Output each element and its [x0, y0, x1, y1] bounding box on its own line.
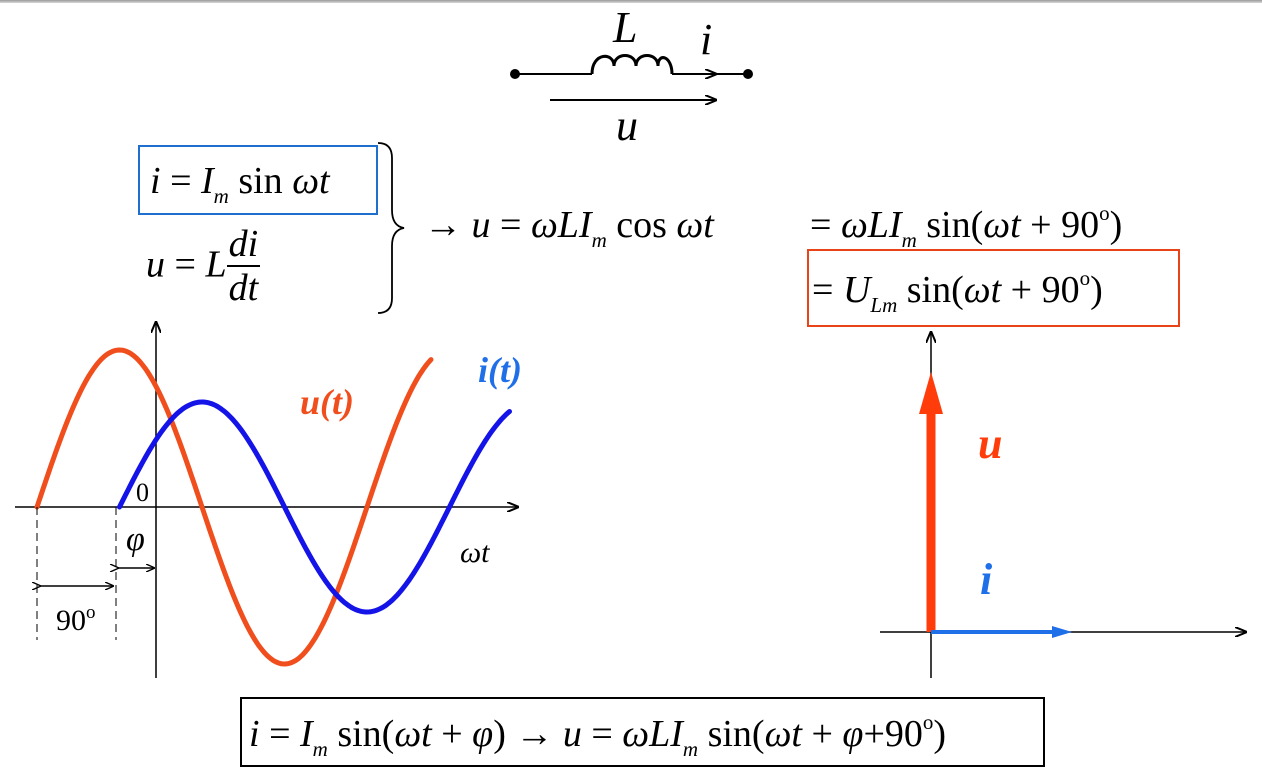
- current-phasor-arrowhead: [1052, 626, 1072, 638]
- inductor-label: L: [613, 3, 638, 52]
- window-top-edge: [0, 0, 1262, 3]
- current-definition-equation: i = Im sin ωt: [150, 160, 330, 207]
- origin-label: 0: [136, 478, 149, 507]
- eq-symbol: →: [424, 204, 462, 246]
- eq-symbol: sin(: [337, 713, 395, 755]
- current-curve: [117, 399, 512, 615]
- eq-symbol: +: [1030, 204, 1052, 246]
- eq-symbol: =: [170, 160, 192, 202]
- eq-symbol: L: [205, 243, 227, 286]
- eq-symbol: =: [810, 204, 832, 246]
- eq-symbol: =: [174, 243, 196, 286]
- voltage-result-box: [807, 249, 1180, 327]
- current-definition-box: [138, 145, 378, 215]
- voltage-result-equation-1: → u = ωLIm cos ωt: [424, 204, 714, 251]
- eq-symbol: I: [201, 160, 214, 202]
- eq-symbol: ): [933, 713, 947, 755]
- eq-symbol: 90: [1061, 204, 1100, 246]
- eq-symbol: u: [471, 204, 491, 246]
- eq-symbol: 90: [884, 713, 923, 755]
- current-phasor-label: i: [980, 555, 993, 604]
- eq-symbol: +: [441, 713, 463, 755]
- general-phase-equation: i = Im sin(ωt + φ) → u = ωLIm sin(ωt + φ…: [249, 712, 947, 760]
- eq-symbol: ωt: [676, 204, 714, 246]
- eq-symbol: =: [812, 269, 834, 311]
- eq-subscript: m: [213, 184, 229, 208]
- general-phase-box: [240, 697, 1045, 767]
- x-axis-label: ωt: [460, 536, 490, 569]
- current-curve-label: i(t): [478, 350, 522, 390]
- current-label: i: [700, 15, 713, 64]
- eq-symbol: =: [591, 713, 613, 755]
- eq-symbol: +: [1010, 269, 1033, 311]
- eq-superscript: o: [1099, 201, 1110, 225]
- eq-subscript: m: [591, 228, 607, 252]
- voltage-curve: [34, 347, 434, 667]
- eq-symbol: i: [150, 160, 161, 202]
- fraction-denominator: dt: [226, 264, 261, 309]
- eq-symbol: sin(: [926, 204, 984, 246]
- inductor-coil: [590, 54, 674, 75]
- eq-symbol: cos: [616, 204, 667, 246]
- system-brace: [377, 142, 405, 314]
- eq-symbol: U: [842, 269, 871, 311]
- inductor-circuit: [510, 54, 753, 101]
- eq-superscript: o: [922, 710, 934, 734]
- phasor-diagram: [880, 332, 1246, 678]
- eq-symbol: φ: [472, 713, 494, 755]
- eq-symbol: ωLI: [840, 204, 902, 246]
- shift-90-value: 90: [56, 604, 86, 637]
- waveform-plot: [15, 322, 518, 678]
- voltage-result-equation-2: = ULm sin(ωt + 90o): [812, 268, 1103, 316]
- eq-symbol: ωt: [292, 160, 330, 202]
- eq-symbol: sin(: [707, 713, 765, 755]
- shift-90-label: 90o: [56, 603, 96, 637]
- eq-superscript: o: [1079, 266, 1091, 290]
- eq-symbol: ωLI: [622, 713, 683, 755]
- eq-subscript: m: [312, 737, 328, 761]
- eq-symbol: ωt: [963, 269, 1002, 311]
- eq-subscript: m: [901, 228, 917, 252]
- eq-symbol: sin(: [906, 269, 964, 311]
- eq-symbol: ): [1109, 204, 1123, 246]
- phi-label: φ: [126, 521, 145, 558]
- eq-symbol: ): [1090, 269, 1103, 311]
- eq-symbol: ωt: [983, 204, 1021, 246]
- eq-symbol: u: [146, 243, 165, 286]
- voltage-phasor-arrowhead: [919, 372, 943, 414]
- eq-symbol: +: [811, 713, 833, 755]
- voltage-label: u: [616, 101, 638, 150]
- eq-symbol: ωLI: [530, 204, 592, 246]
- voltage-result-equation-1b: = ωLIm sin(ωt + 90o): [810, 203, 1123, 251]
- eq-symbol: =: [500, 204, 522, 246]
- eq-symbol: I: [300, 713, 313, 755]
- eq-symbol: ): [493, 713, 506, 755]
- shift-90-degree: o: [86, 602, 96, 623]
- eq-symbol: φ: [842, 713, 864, 755]
- eq-symbol: ωt: [764, 713, 802, 755]
- eq-subscript: Lm: [870, 293, 898, 317]
- eq-symbol: u: [562, 713, 582, 755]
- derivative-fraction: di dt: [226, 223, 261, 311]
- voltage-phasor-label: u: [978, 419, 1003, 468]
- voltage-curve-label: u(t): [300, 382, 354, 422]
- eq-symbol: =: [269, 713, 291, 755]
- eq-symbol: +: [863, 713, 885, 755]
- eq-symbol: →: [515, 713, 554, 755]
- eq-subscript: m: [682, 737, 699, 761]
- eq-symbol: 90: [1041, 269, 1080, 311]
- eq-symbol: i: [249, 713, 260, 755]
- fraction-numerator: di: [228, 223, 259, 265]
- eq-symbol: ωt: [394, 713, 432, 755]
- eq-symbol: sin: [238, 160, 283, 202]
